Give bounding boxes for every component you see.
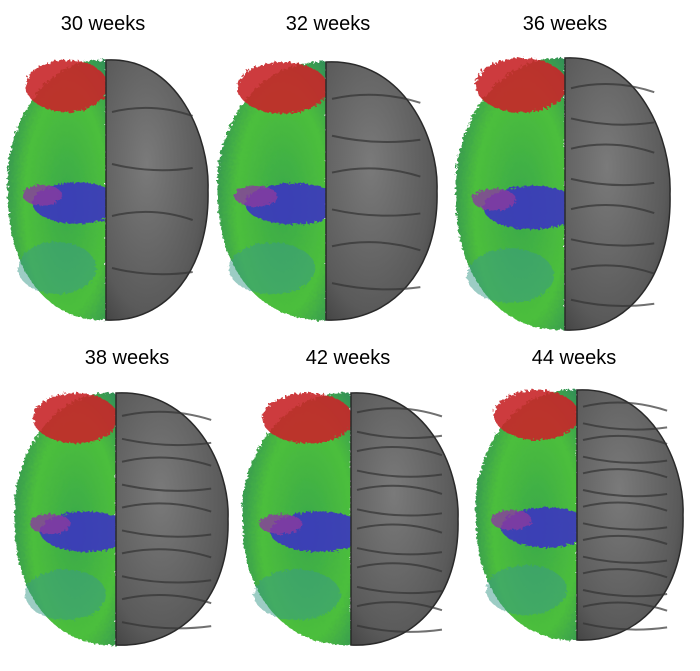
sulcus: [111, 163, 193, 172]
sulcus: [570, 264, 655, 275]
sulcus: [331, 134, 421, 143]
sulcus: [356, 523, 443, 534]
sulcus: [570, 238, 655, 247]
sulcus: [121, 594, 212, 605]
brain-panel: 32 weeks: [217, 13, 438, 321]
sulcus: [582, 468, 668, 479]
panel-label: 30 weeks: [61, 13, 146, 35]
brain-panel: 36 weeks: [455, 13, 671, 331]
sulcus: [570, 203, 655, 215]
sulcus: [582, 401, 668, 412]
sulcus: [356, 407, 443, 418]
sulcus: [570, 83, 655, 94]
brain-panel: 38 weeks: [14, 347, 229, 646]
fiber-teal: [17, 242, 97, 294]
sulcus: [111, 106, 194, 117]
cortex-hemisphere: [576, 389, 684, 641]
sulcus: [582, 434, 668, 445]
sulcus: [356, 430, 443, 440]
cortex-hemisphere: [564, 57, 671, 331]
fiber-purple: [22, 184, 62, 206]
sulcus: [570, 177, 655, 187]
sulcus: [121, 575, 212, 584]
sulcus: [121, 529, 212, 538]
fiber-purple: [472, 188, 516, 211]
brain-panel: 42 weeks: [242, 347, 459, 646]
sulcus: [570, 117, 655, 126]
sulcus: [121, 483, 212, 492]
fiber-red: [33, 393, 119, 444]
sulcus: [331, 167, 421, 178]
sulcus: [121, 502, 212, 513]
sulcus: [582, 555, 668, 564]
sulcus: [111, 267, 193, 276]
sulcus: [582, 455, 668, 464]
sulcus: [582, 568, 668, 579]
fiber-teal: [253, 569, 341, 620]
sulcus: [121, 410, 212, 421]
brain-panel: 30 weeks: [7, 13, 209, 321]
fiber-teal: [228, 242, 316, 295]
sulcus: [121, 621, 212, 630]
cortex-hemisphere: [350, 392, 459, 646]
sulcus: [582, 522, 668, 531]
sulcus: [121, 456, 212, 467]
sulcus: [331, 208, 421, 217]
panel-label: 44 weeks: [532, 347, 617, 369]
sulcus: [582, 501, 668, 512]
sulcus: [356, 445, 443, 457]
sulcus: [356, 469, 443, 478]
sulcus: [331, 241, 421, 252]
sulcus: [356, 562, 443, 573]
sulcus: [582, 622, 668, 631]
brain-panel: 44 weeks: [475, 347, 684, 641]
fiber-teal: [466, 248, 555, 303]
sulcus: [582, 534, 668, 545]
sulcus: [570, 143, 655, 154]
panel-label: 36 weeks: [523, 13, 608, 35]
fiber-red: [494, 390, 580, 440]
sulcus: [582, 489, 668, 498]
sulcus: [356, 508, 443, 517]
sulcus: [356, 547, 443, 556]
fiber-teal: [486, 565, 567, 615]
sulcus: [356, 585, 443, 595]
fiber-red: [262, 393, 354, 444]
fiber-red: [237, 62, 329, 114]
fiber-purple: [30, 513, 71, 535]
cortex-hemisphere: [115, 392, 229, 646]
sulcus: [331, 282, 421, 291]
sulcus: [121, 437, 212, 447]
cortex-hemisphere: [105, 59, 209, 321]
sulcus: [582, 422, 668, 431]
fiber-teal: [25, 569, 106, 620]
fiber-purple: [259, 513, 303, 535]
fiber-purple: [491, 510, 532, 530]
panel-label: 42 weeks: [306, 347, 391, 369]
sulcus: [582, 589, 668, 598]
sulcus: [356, 484, 443, 495]
cortex-hemisphere: [325, 61, 438, 321]
panel-label: 38 weeks: [85, 347, 170, 369]
fiber-red: [25, 60, 108, 112]
sulcus: [331, 93, 421, 104]
sulcus: [582, 601, 668, 612]
sulcus: [121, 548, 212, 559]
fiber-red: [475, 57, 568, 113]
sulcus: [111, 210, 194, 221]
sulcus: [356, 624, 443, 633]
sulcus: [356, 601, 443, 612]
panel-label: 32 weeks: [286, 13, 371, 35]
sulcus: [570, 298, 655, 308]
fiber-purple: [234, 185, 278, 207]
